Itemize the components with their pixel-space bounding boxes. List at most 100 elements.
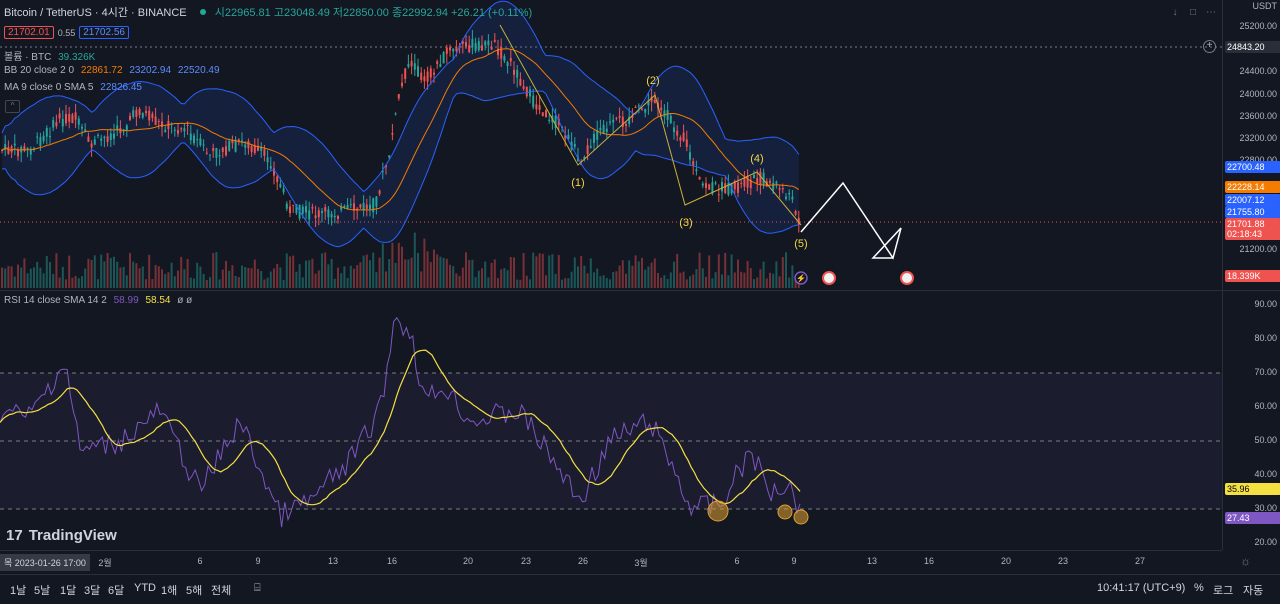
candle-body: [474, 42, 477, 51]
volume-bar: [385, 271, 387, 288]
volume-bar: [55, 253, 58, 288]
volume-bar: [7, 266, 10, 288]
volume-bar: [557, 255, 560, 288]
pane-separator[interactable]: [0, 290, 1280, 291]
price-chart-pane[interactable]: (1) (2) (3) (4) (5) ⚡ Bitcoin / TetherUS · 4…: [0, 0, 1222, 290]
us-flag-event-icon[interactable]: [900, 271, 914, 285]
ma-legend[interactable]: MA 9 close 0 SMA 5 22826.45: [4, 82, 146, 93]
range-button[interactable]: 전체: [211, 585, 232, 597]
candle-body: [250, 146, 253, 152]
candle-body: [666, 110, 669, 120]
candle-body: [634, 107, 637, 109]
volume-bar: [157, 266, 160, 288]
maximize-icon[interactable]: □: [1189, 7, 1197, 18]
percent-toggle[interactable]: %: [1194, 582, 1204, 594]
candle-body: [289, 206, 291, 214]
highlight-circle[interactable]: [707, 500, 729, 522]
settings-gear-icon[interactable]: ☼: [1240, 554, 1251, 568]
volume-bar: [97, 279, 99, 288]
candle-body: [500, 47, 503, 59]
range-button[interactable]: 1달: [60, 585, 77, 597]
clock-label[interactable]: 10:41:17 (UTC+9): [1097, 582, 1186, 594]
sell-price-button[interactable]: 21702.01: [4, 26, 54, 39]
volume-bar: [369, 260, 371, 288]
volume-bar: [433, 249, 435, 288]
buy-price-button[interactable]: 21702.56: [79, 26, 129, 39]
candle-body: [513, 69, 515, 75]
range-button[interactable]: 5해: [186, 585, 203, 597]
elliott-wave-line[interactable]: [499, 24, 802, 226]
candle-body: [388, 155, 391, 158]
candle-body: [548, 119, 551, 121]
log-toggle[interactable]: 로그: [1213, 585, 1234, 597]
elliott-wave-drawing[interactable]: (1) (2) (3) (4) (5): [499, 24, 902, 260]
volume-bar: [266, 277, 269, 288]
collapse-legend-button[interactable]: ^: [5, 100, 20, 113]
highlight-circle[interactable]: [793, 509, 809, 525]
tradingview-watermark[interactable]: 17 TradingView: [6, 527, 117, 544]
volume-bar: [353, 268, 355, 288]
lightning-event-icon[interactable]: [794, 271, 808, 285]
time-scale[interactable]: 목 2023-01-26 17:00 2월 6 9 13 16 20 23 26 3월 6 9 13 1…: [0, 550, 1222, 575]
volume-bar: [263, 279, 266, 288]
candle-body: [705, 183, 707, 188]
bb-basis-value: 22861.72: [80, 65, 123, 76]
auto-toggle[interactable]: 자동: [1243, 585, 1264, 597]
volume-bar: [506, 270, 509, 288]
candle-body: [717, 194, 720, 196]
candle-body: [113, 133, 115, 139]
range-button[interactable]: 3달: [84, 585, 101, 597]
range-button[interactable]: 6달: [108, 585, 125, 597]
candle-body: [317, 210, 320, 218]
bb-legend[interactable]: BB 20 close 2 0 22861.72 23202.94 22520.…: [4, 65, 224, 76]
price-scale-label: 25200.00: [1239, 21, 1277, 31]
currency-label[interactable]: USDT: [1252, 1, 1278, 11]
volume-bar: [228, 270, 231, 288]
range-button[interactable]: 1해: [161, 585, 178, 597]
volume-bar: [183, 269, 186, 288]
price-chart-canvas[interactable]: (1) (2) (3) (4) (5) ⚡: [0, 0, 1222, 290]
time-scale-tick: 13: [866, 556, 878, 566]
candle-body: [100, 138, 103, 141]
candle-body: [65, 113, 67, 124]
volume-bar: [762, 261, 765, 288]
volume-bar: [564, 278, 567, 288]
range-button[interactable]: 5날: [34, 585, 51, 597]
highlight-circle[interactable]: [777, 504, 793, 520]
volume-bar: [756, 277, 759, 288]
candle-body: [279, 183, 282, 188]
rsi-scale-label: 80.00: [1254, 333, 1277, 343]
range-button[interactable]: 1날: [10, 585, 27, 597]
date-range-icon[interactable]: ⌸: [254, 582, 261, 594]
volume-bar: [39, 267, 42, 288]
arrow-down-icon[interactable]: ↓: [1172, 7, 1178, 18]
rsi-highlight-circles[interactable]: [707, 500, 809, 525]
volume-bar: [650, 262, 653, 288]
rsi-pane[interactable]: RSI 14 close SMA 14 2 58.99 58.54 ø ø 17…: [0, 291, 1222, 550]
candle-body: [433, 72, 435, 75]
candle-body: [135, 109, 138, 117]
projection-zigzag[interactable]: [800, 181, 902, 260]
candle-body: [669, 115, 672, 124]
rsi-legend[interactable]: RSI 14 close SMA 14 2 58.99 58.54 ø ø: [4, 295, 196, 306]
volume-bar: [372, 252, 375, 288]
volume-bar: [391, 242, 394, 288]
us-flag-event-icon[interactable]: [822, 271, 836, 285]
candle-body: [391, 132, 394, 135]
volume-value: 39.326K: [58, 52, 96, 63]
volume-bar: [461, 267, 464, 288]
candle-body: [263, 149, 266, 156]
price-scale[interactable]: USDT + 25200.00 24400.00 24000.00 23600.00 2…: [1203, 0, 1280, 550]
candle-body: [733, 181, 736, 190]
add-alert-icon[interactable]: +: [1203, 40, 1216, 53]
range-button[interactable]: YTD: [134, 582, 156, 594]
volume-bar: [135, 263, 138, 288]
more-options-icon[interactable]: ⋯: [1206, 7, 1216, 18]
volume-bar: [119, 267, 122, 288]
candle-body: [221, 147, 224, 152]
symbol-title[interactable]: Bitcoin / TetherUS · 4시간 · BINANCE: [4, 7, 187, 19]
rsi-canvas[interactable]: [0, 291, 1222, 550]
volume-bar: [660, 277, 663, 288]
volume-legend[interactable]: 볼륨 · BTC 39.326K: [4, 48, 99, 63]
candle-body: [519, 78, 522, 86]
